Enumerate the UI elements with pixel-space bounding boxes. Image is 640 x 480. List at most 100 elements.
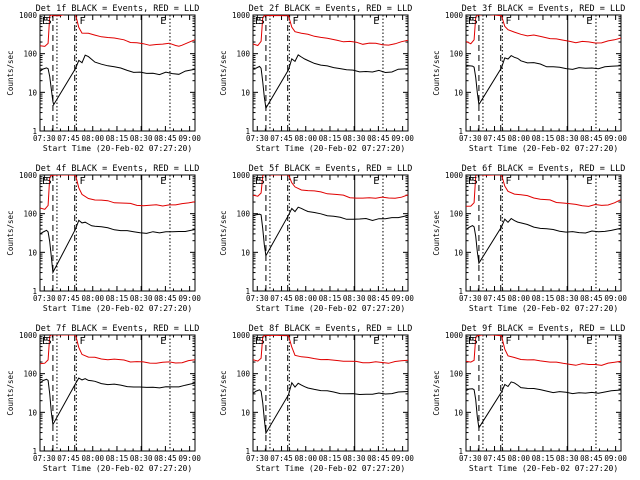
region-label: E — [586, 336, 592, 347]
y-tick-label: 1000 — [445, 171, 464, 180]
region-label: E — [586, 16, 592, 27]
x-tick-label: 08:45 — [367, 134, 390, 143]
panel-title: Det 7f BLACK = Events, RED = LLD — [36, 324, 200, 334]
series-line — [466, 217, 621, 265]
region-label: S — [472, 336, 478, 347]
series-line — [466, 175, 621, 207]
y-tick-label: 100 — [23, 50, 37, 59]
panel-det-6: Det 6f BLACK = Events, RED = LLD 1 10 100 10… — [432, 164, 627, 313]
y-axis-label: Counts/sec — [6, 50, 15, 95]
region-label: S — [46, 176, 52, 187]
x-tick-label: 07:30 — [459, 134, 482, 143]
region-label: S — [259, 176, 265, 187]
x-tick-label: 08:30 — [343, 294, 366, 303]
region-label: F — [293, 176, 299, 187]
plot-frame — [252, 14, 409, 132]
region-label: E — [468, 16, 474, 27]
region-label: F — [293, 16, 299, 27]
region-label: E — [160, 176, 166, 187]
y-tick-label: 10 — [454, 248, 464, 257]
series-group — [466, 15, 621, 106]
region-label: E — [373, 16, 379, 27]
region-label: E — [373, 336, 379, 347]
x-tick-label: 08:15 — [106, 454, 129, 463]
panel-title: Det 9f BLACK = Events, RED = LLD — [462, 324, 626, 334]
y-tick-label: 1 — [32, 287, 37, 296]
series-line — [466, 15, 621, 45]
x-tick-label: 07:45 — [270, 134, 293, 143]
y-tick-label: 10 — [28, 248, 38, 257]
panel-det-9: Det 9f BLACK = Events, RED = LLD 1 10 100 10… — [432, 324, 627, 473]
y-axis-label: Counts/sec — [432, 370, 441, 415]
region-label: E — [468, 176, 474, 187]
panel-title: Det 4f BLACK = Events, RED = LLD — [36, 164, 200, 174]
x-tick-label: 07:30 — [33, 454, 56, 463]
x-tick-label: 08:45 — [367, 294, 390, 303]
x-axis-label: Start Time (20-Feb-02 07:27:20) — [43, 144, 192, 153]
x-tick-label: 08:00 — [81, 294, 104, 303]
x-tick-label: 08:45 — [154, 134, 177, 143]
plot-frame — [465, 14, 622, 132]
x-tick-label: 09:00 — [178, 294, 201, 303]
panel-title: Det 3f BLACK = Events, RED = LLD — [462, 4, 626, 14]
series-line — [40, 175, 195, 210]
y-tick-label: 10 — [241, 248, 251, 257]
panel-title: Det 1f BLACK = Events, RED = LLD — [36, 4, 200, 14]
x-tick-label: 07:30 — [33, 134, 56, 143]
x-tick-label: 07:30 — [246, 294, 269, 303]
x-tick-label: 09:00 — [391, 454, 414, 463]
x-tick-label: 08:30 — [343, 454, 366, 463]
region-label: S — [259, 336, 265, 347]
x-tick-label: 08:15 — [319, 134, 342, 143]
x-tick-label: 08:00 — [507, 454, 530, 463]
x-tick-label: 08:45 — [367, 454, 390, 463]
x-tick-label: 08:00 — [294, 454, 317, 463]
series-line — [40, 377, 195, 427]
x-tick-label: 08:00 — [81, 454, 104, 463]
y-tick-label: 10 — [28, 88, 38, 97]
panel-det-3: Det 3f BLACK = Events, RED = LLD 1 10 100 10… — [432, 4, 627, 153]
y-axis-label: Counts/sec — [6, 210, 15, 255]
y-tick-label: 1000 — [232, 171, 251, 180]
x-tick-label: 09:00 — [391, 294, 414, 303]
x-tick-label: 08:45 — [580, 454, 603, 463]
region-label: S — [46, 336, 52, 347]
x-tick-label: 09:00 — [604, 294, 627, 303]
y-tick-label: 1000 — [19, 331, 38, 340]
y-tick-label: 10 — [28, 408, 38, 417]
panel-title: Det 6f BLACK = Events, RED = LLD — [462, 164, 626, 174]
region-label: E — [373, 176, 379, 187]
x-tick-label: 08:00 — [507, 294, 530, 303]
x-tick-label: 08:00 — [507, 134, 530, 143]
x-tick-label: 07:45 — [270, 454, 293, 463]
region-label: F — [506, 16, 512, 27]
x-tick-label: 08:30 — [130, 454, 153, 463]
y-axis-label: Counts/sec — [432, 210, 441, 255]
series-group — [466, 175, 621, 265]
x-tick-label: 07:30 — [459, 454, 482, 463]
x-axis-label: Start Time (20-Feb-02 07:27:20) — [256, 144, 405, 153]
y-axis-label: Counts/sec — [432, 50, 441, 95]
series-group — [253, 15, 408, 110]
x-axis-label: Start Time (20-Feb-02 07:27:20) — [469, 304, 618, 313]
region-label: F — [293, 336, 299, 347]
x-tick-label: 09:00 — [178, 454, 201, 463]
series-group — [40, 15, 195, 106]
y-tick-label: 1 — [245, 287, 250, 296]
plot-frame — [39, 174, 196, 292]
panel-det-5: Det 5f BLACK = Events, RED = LLD 1 10 100 10… — [219, 164, 414, 313]
x-tick-label: 08:00 — [294, 294, 317, 303]
y-tick-label: 1 — [458, 287, 463, 296]
x-tick-label: 08:15 — [532, 454, 555, 463]
panel-det-4: Det 4f BLACK = Events, RED = LLD 1 10 100 10… — [6, 164, 201, 313]
region-label: S — [472, 176, 478, 187]
x-tick-label: 08:15 — [319, 294, 342, 303]
x-tick-label: 08:15 — [532, 294, 555, 303]
x-axis-label: Start Time (20-Feb-02 07:27:20) — [43, 304, 192, 313]
x-tick-label: 07:30 — [246, 454, 269, 463]
x-tick-label: 08:30 — [556, 294, 579, 303]
y-axis-label: Counts/sec — [219, 370, 228, 415]
series-line — [40, 335, 195, 365]
series-group — [253, 175, 408, 258]
